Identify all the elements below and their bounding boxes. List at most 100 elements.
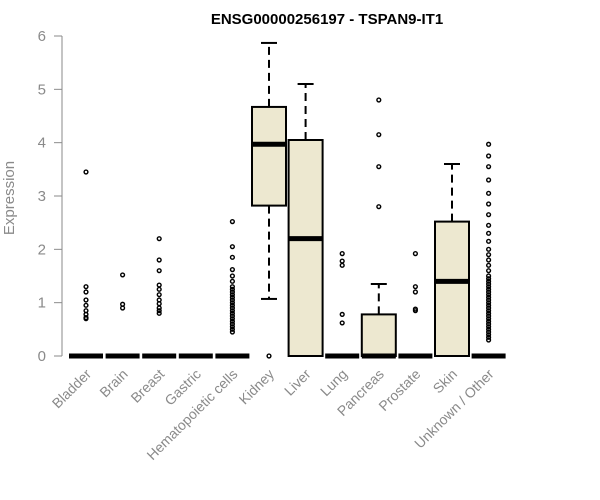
box-bladder	[69, 169, 103, 359]
outlier-point	[486, 276, 492, 282]
outlier-point	[486, 278, 492, 284]
outlier-point	[486, 190, 492, 196]
outlier-point	[486, 284, 492, 290]
outlier-point	[229, 324, 235, 330]
outlier-point	[486, 164, 492, 170]
outlier-point	[486, 326, 492, 332]
y-tick-label: 0	[38, 348, 46, 365]
outlier-point	[376, 204, 382, 210]
outlier-point	[156, 236, 162, 242]
outlier-point	[486, 316, 492, 322]
outlier-point	[156, 282, 162, 288]
outlier-point	[486, 141, 492, 147]
outlier-point	[156, 308, 162, 314]
box-hematopoietic-cells	[215, 219, 250, 359]
box-iqr	[287, 139, 324, 357]
y-tick-label: 1	[38, 295, 46, 312]
outlier-point	[486, 308, 492, 314]
outlier-point	[486, 318, 492, 324]
outlier-point	[229, 313, 235, 319]
outlier-point	[486, 321, 492, 327]
outlier-point	[486, 177, 492, 183]
outlier-point	[156, 286, 162, 292]
x-tick-label: Kidney	[236, 366, 278, 408]
outlier-point	[229, 329, 235, 335]
outlier-point	[229, 286, 235, 292]
outlier-point	[229, 254, 235, 260]
outlier-point	[486, 302, 492, 308]
outlier-point	[229, 300, 235, 306]
outlier-point	[229, 316, 235, 322]
outlier-point	[486, 273, 492, 279]
outlier-point	[486, 286, 492, 292]
outlier-point	[486, 313, 492, 319]
outlier-point	[83, 289, 89, 295]
outlier-point	[229, 219, 235, 225]
outlier-point	[229, 310, 235, 316]
outlier-point	[156, 301, 162, 307]
outlier-point	[486, 289, 492, 295]
outlier-point	[486, 300, 492, 306]
x-tick-label: Bladder	[49, 366, 95, 412]
outlier-point	[119, 272, 126, 278]
y-tick-label: 3	[38, 188, 46, 205]
box-kidney	[251, 41, 287, 359]
outlier-point	[229, 302, 235, 308]
outlier-point	[486, 201, 492, 207]
outlier-point	[486, 329, 492, 335]
y-tick-label: 4	[38, 135, 46, 152]
outlier-point	[486, 324, 492, 330]
outlier-point	[412, 289, 418, 295]
outlier-point	[156, 292, 162, 298]
outlier-point	[229, 326, 235, 332]
box-iqr	[434, 220, 470, 357]
outlier-point	[83, 316, 89, 322]
outlier-point	[486, 212, 492, 218]
x-tick-label: Lung	[317, 366, 350, 399]
box-series	[69, 41, 506, 359]
outlier-point	[83, 284, 89, 290]
outlier-point	[486, 238, 492, 244]
outlier-point	[376, 97, 382, 103]
box-iqr	[360, 313, 397, 357]
outlier-point	[376, 132, 382, 138]
outlier-point	[339, 258, 345, 264]
box-iqr	[251, 105, 287, 207]
outlier-point	[486, 222, 492, 228]
outlier-point	[486, 257, 492, 263]
outlier-point	[486, 292, 492, 298]
outlier-point	[486, 332, 492, 338]
x-tick-label: Brain	[96, 366, 130, 400]
outlier-point	[156, 305, 162, 311]
box-prostate	[398, 251, 433, 359]
box-skin	[434, 163, 470, 357]
outlier-point	[486, 334, 492, 340]
outlier-point	[486, 230, 492, 236]
outlier-point	[486, 268, 492, 274]
outlier-point	[119, 305, 126, 311]
outlier-point	[412, 251, 418, 257]
outlier-point	[486, 294, 492, 300]
outlier-point	[229, 292, 235, 298]
outlier-point	[486, 337, 492, 343]
outlier-point	[486, 246, 492, 252]
outlier-point	[486, 305, 492, 311]
outlier-point	[229, 318, 235, 324]
box-unknown-other	[471, 141, 506, 359]
box-liver	[287, 83, 324, 357]
outlier-point	[339, 251, 345, 257]
x-tick-label: Breast	[127, 366, 167, 406]
outlier-point	[229, 297, 235, 303]
outlier-point	[83, 302, 89, 308]
outlier-point	[229, 289, 235, 295]
outlier-point	[229, 284, 235, 290]
chart-title: ENSG00000256197 - TSPAN9-IT1	[211, 11, 443, 28]
outlier-point	[229, 305, 235, 311]
outlier-point	[266, 353, 272, 359]
outlier-point	[339, 320, 345, 326]
outlier-point	[229, 244, 235, 250]
outlier-point	[486, 281, 492, 287]
outlier-point	[339, 311, 345, 317]
y-axis-label: Expression	[1, 161, 18, 235]
